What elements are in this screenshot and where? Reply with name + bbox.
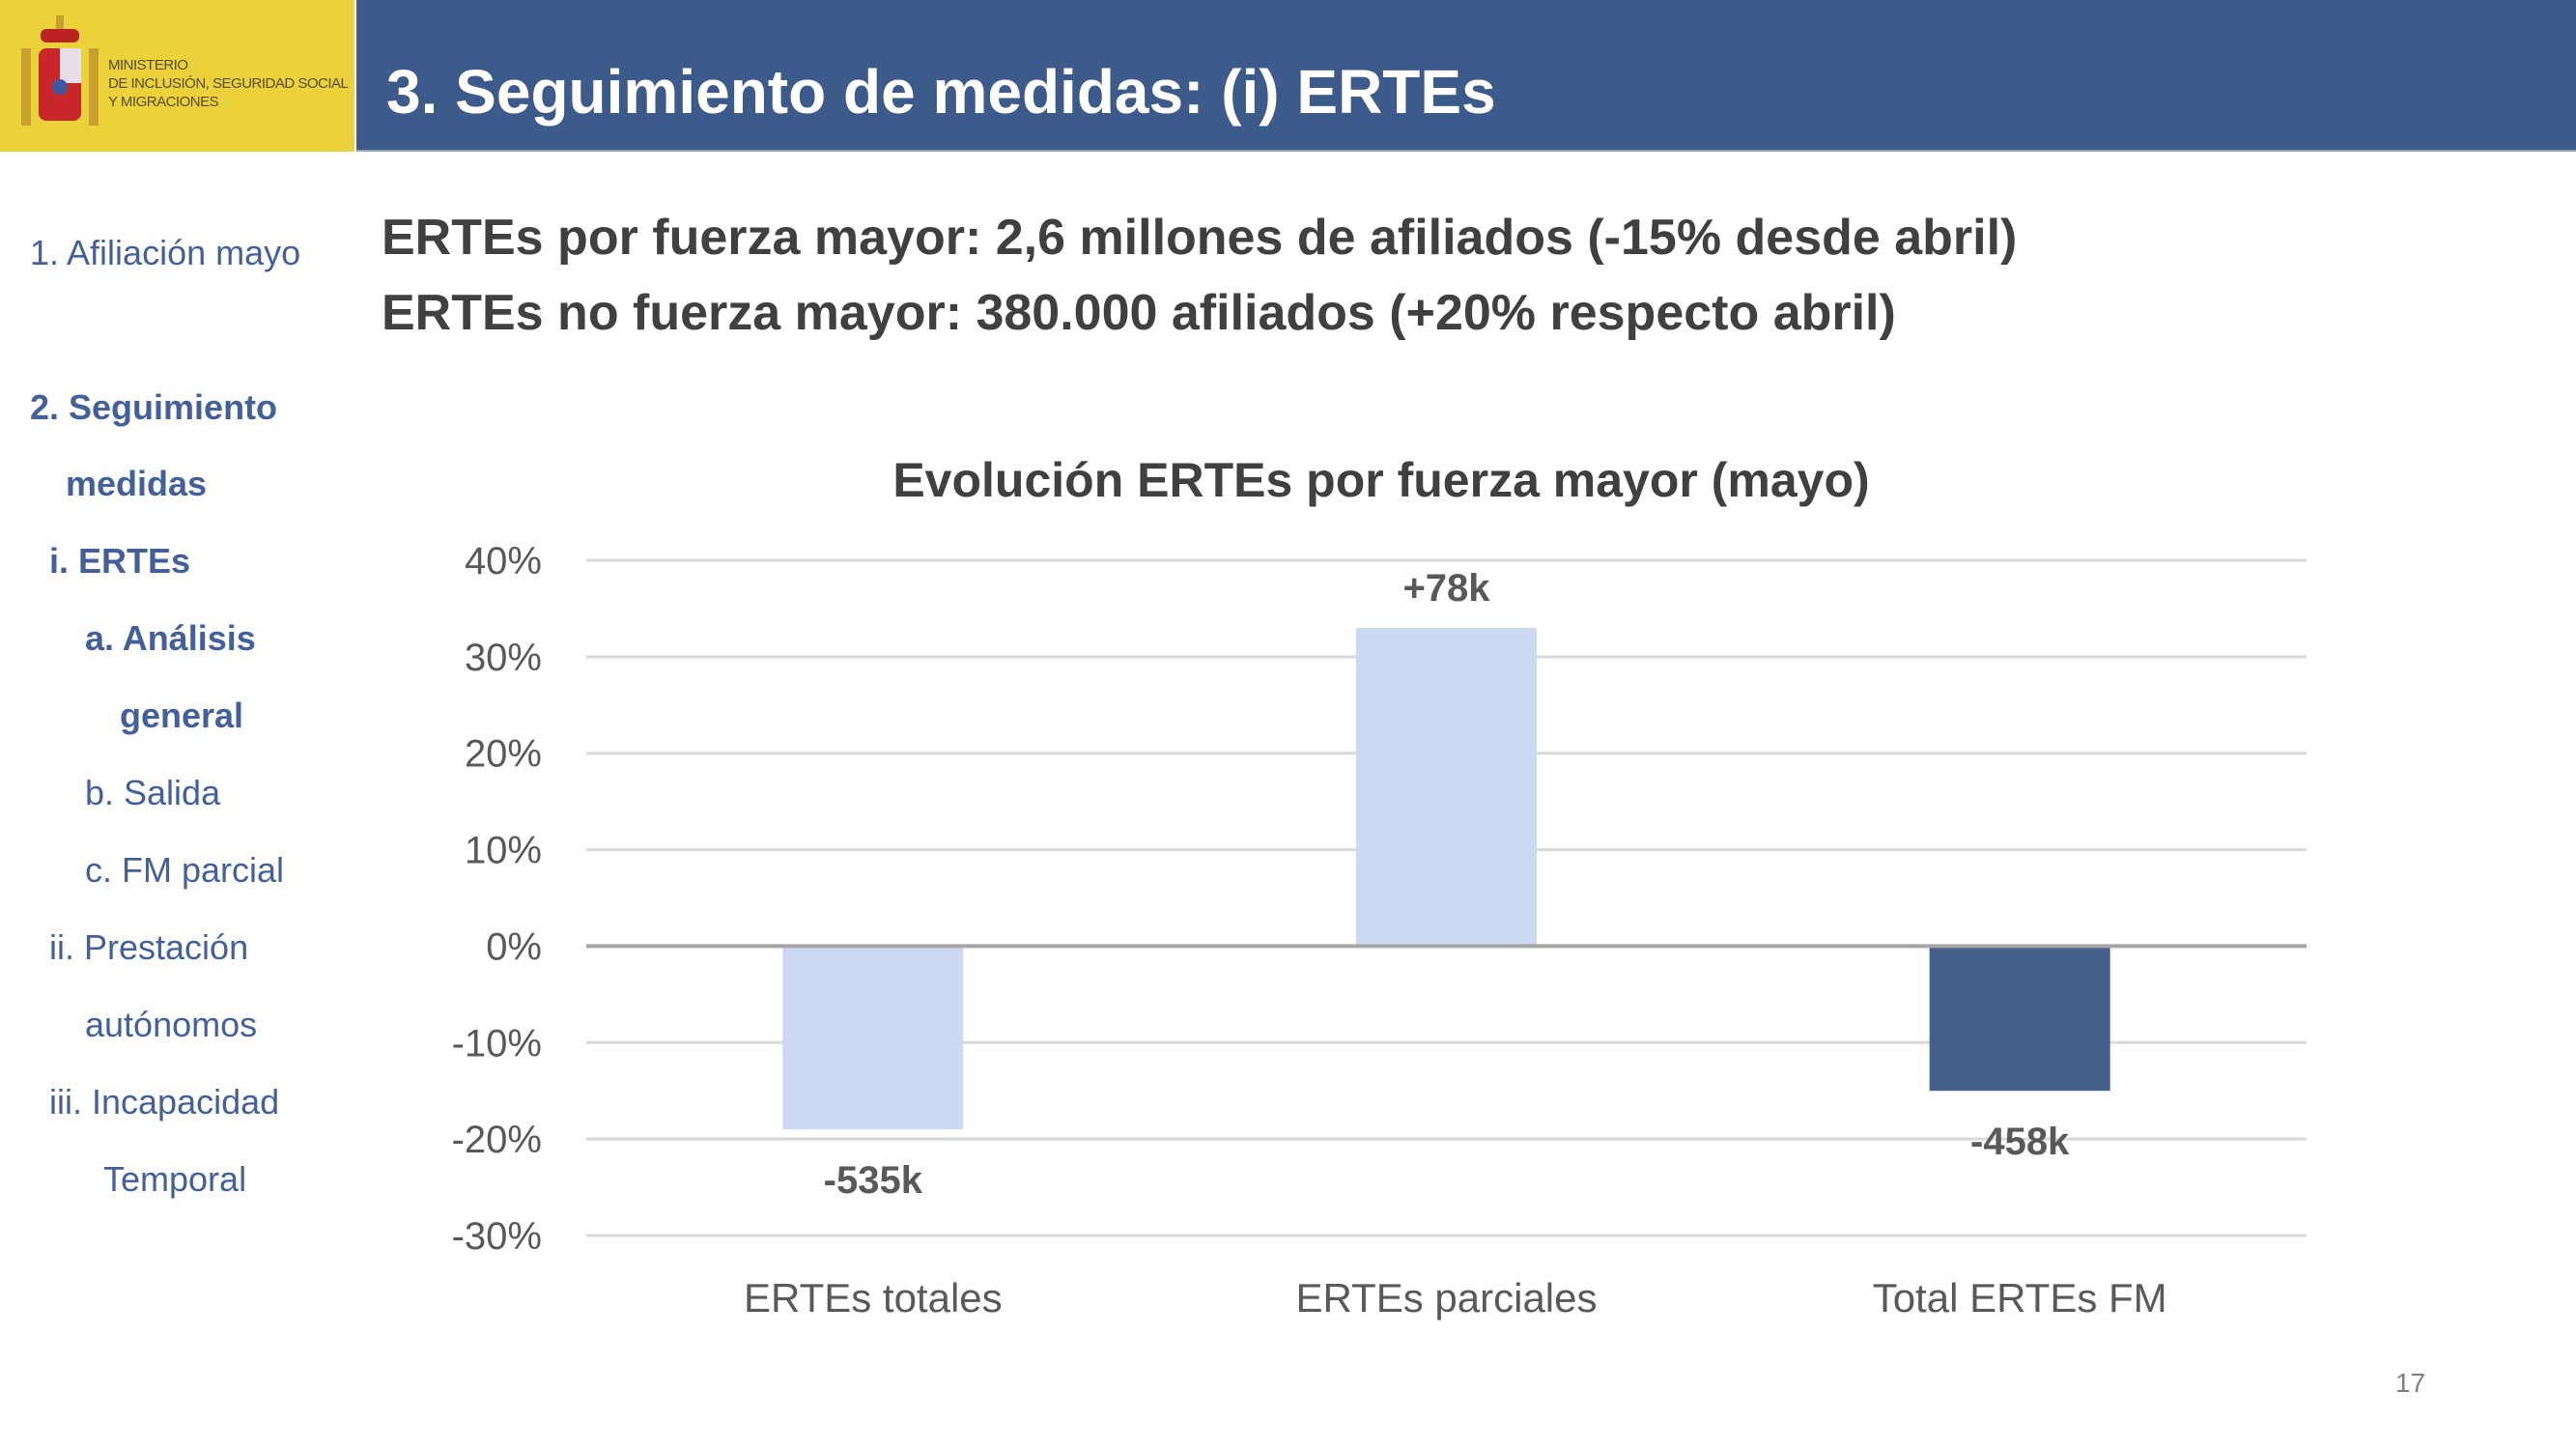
x-tick-label: Total ERTEs FM (1873, 1275, 2167, 1321)
bar (1929, 946, 2110, 1092)
logo-line: DE INCLUSIÓN, SEGURIDAD SOCIAL (108, 75, 349, 92)
sidebar-item[interactable]: 2. Seguimiento (30, 387, 278, 427)
y-tick-label: -30% (452, 1215, 542, 1258)
chart-title: Evolución ERTEs por fuerza mayor (mayo) (892, 453, 1870, 507)
sidebar-item[interactable]: c. FM parcial (85, 850, 285, 890)
bar (782, 946, 964, 1130)
data-label: +78k (1402, 567, 1490, 610)
headline-no-fm: ERTEs no fuerza mayor: 380.000 afiliados… (382, 285, 1896, 341)
headline-fm: ERTEs por fuerza mayor: 2,6 millones de … (382, 210, 2018, 266)
x-tick-label: ERTEs totales (744, 1275, 1003, 1321)
coat-of-arms-icon (21, 15, 99, 126)
y-tick-label: -20% (452, 1119, 542, 1161)
logo-line: Y MIGRACIONES (108, 94, 219, 110)
sidebar-item[interactable]: ii. Prestación (49, 927, 249, 967)
y-tick-label: 40% (465, 540, 542, 582)
sidebar-item[interactable]: iii. Incapacidad (49, 1082, 280, 1122)
header-bar: 3. Seguimiento de medidas: (i) ERTEs (356, 0, 2576, 152)
y-tick-label: 0% (486, 925, 542, 968)
sidebar-item[interactable]: a. Análisis (85, 618, 256, 658)
page-number: 17 (2395, 1368, 2426, 1398)
y-tick-label: 30% (465, 637, 542, 679)
y-tick-label: 10% (465, 830, 542, 872)
x-tick-label: ERTEs parciales (1295, 1275, 1597, 1321)
sidebar-item[interactable]: i. ERTEs (49, 541, 191, 581)
page-title: 3. Seguimiento de medidas: (i) ERTEs (386, 57, 1496, 127)
y-tick-label: 20% (465, 733, 542, 776)
y-tick-label: -10% (452, 1022, 542, 1065)
sidebar-item[interactable]: autónomos (85, 1005, 258, 1044)
sidebar-item[interactable]: 1. Afiliación mayo (30, 233, 301, 272)
sidebar-item[interactable]: Temporal (103, 1159, 247, 1199)
sidebar-item[interactable]: medidas (66, 464, 208, 503)
data-label: -458k (1970, 1121, 2070, 1163)
ministry-logo: MINISTERIO DE INCLUSIÓN, SEGURIDAD SOCIA… (0, 0, 354, 152)
sidebar-item[interactable]: general (120, 696, 244, 735)
logo-line: MINISTERIO (108, 57, 188, 73)
data-label: -535k (824, 1159, 923, 1202)
sidebar-item[interactable]: b. Salida (85, 773, 221, 812)
bar (1356, 627, 1537, 947)
